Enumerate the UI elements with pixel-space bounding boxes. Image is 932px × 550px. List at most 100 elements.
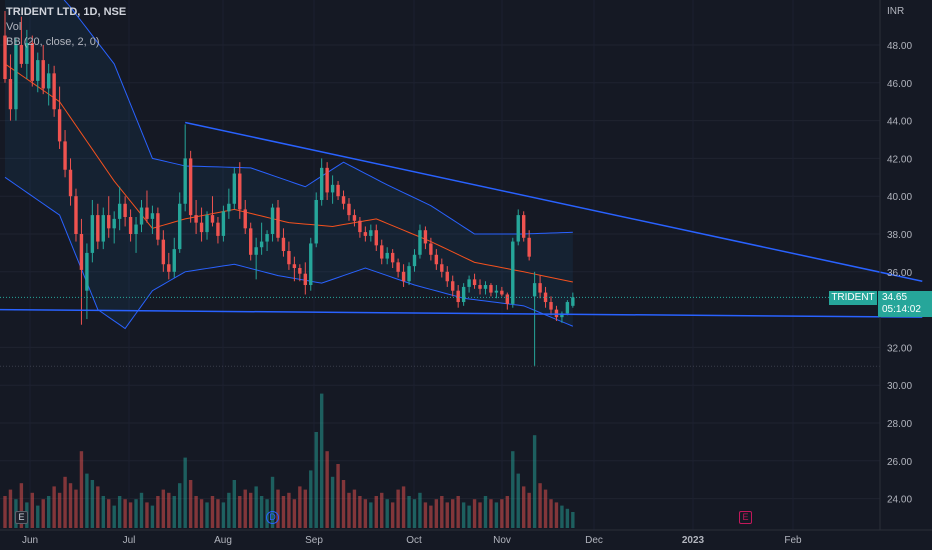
- candle-body: [68, 169, 73, 197]
- volume-bar: [52, 486, 56, 528]
- candle-body: [112, 218, 116, 229]
- candle-body: [14, 45, 18, 110]
- candle-body: [259, 241, 264, 248]
- volume-legend[interactable]: Vol: [6, 21, 22, 33]
- volume-bar: [505, 496, 510, 528]
- volume-bar: [407, 496, 411, 528]
- symbol-price-label: TRIDENT: [829, 291, 877, 305]
- volume-bar: [156, 496, 160, 528]
- volume-bar: [347, 492, 351, 528]
- symbol-title[interactable]: TRIDENT LTD, 1D, NSE: [6, 6, 127, 18]
- candle-body: [254, 247, 258, 255]
- volume-bar: [57, 492, 62, 528]
- price-axis[interactable]: 48.00 46.00 44.00 42.00 40.00 38.00 36.00 32.00…: [879, 0, 912, 530]
- candle-body: [407, 266, 411, 282]
- candle-body: [385, 252, 389, 259]
- candle-body: [238, 173, 242, 210]
- candlestick-series: [3, 10, 575, 367]
- volume-bar: [325, 451, 329, 528]
- candle-body: [505, 294, 510, 304]
- volume-bar: [161, 489, 166, 528]
- time-tick-label: Nov: [493, 535, 511, 546]
- volume-bar: [216, 499, 220, 528]
- candle-body: [429, 243, 433, 255]
- volume-bar: [249, 492, 253, 528]
- candle-body: [554, 309, 559, 318]
- volume-bar: [68, 483, 73, 528]
- candle-body: [489, 285, 493, 293]
- candle-body: [292, 264, 297, 269]
- volume-bar: [336, 464, 340, 528]
- candle-body: [205, 215, 209, 233]
- volume-bar: [380, 492, 384, 528]
- candle-body: [270, 207, 275, 234]
- candle-body: [522, 215, 526, 238]
- candle-body: [511, 241, 515, 304]
- earnings-marker[interactable]: E: [15, 511, 28, 524]
- time-axis[interactable]: Jun Jul Aug Sep Oct Nov Dec 2023 Feb: [0, 529, 932, 546]
- volume-bar: [385, 499, 389, 528]
- candle-body: [227, 203, 231, 212]
- candle-body: [139, 207, 144, 225]
- candle-body: [472, 279, 477, 286]
- trendline: [0, 308, 923, 318]
- volume-bar: [188, 480, 193, 528]
- candle-body: [161, 239, 166, 265]
- candle-body: [380, 245, 384, 259]
- candle-body: [461, 286, 466, 303]
- candle-body: [199, 222, 204, 233]
- candle-body: [30, 43, 34, 81]
- candle-body: [483, 285, 488, 289]
- candle-body: [560, 313, 564, 318]
- candle-body: [549, 302, 553, 310]
- price-tick-label: 46.00: [887, 79, 912, 90]
- bollinger-legend[interactable]: BB (20, close, 2, 0): [6, 36, 100, 48]
- volume-bar: [412, 499, 417, 528]
- price-tick-label: 38.00: [887, 230, 912, 241]
- volume-bar: [434, 499, 439, 528]
- candle-body: [276, 207, 280, 238]
- volume-bar: [516, 473, 520, 528]
- candle-body: [401, 271, 406, 282]
- price-tick-label: 40.00: [887, 192, 912, 203]
- volume-bar: [298, 486, 302, 528]
- volume-bar: [85, 473, 89, 528]
- volume-bar: [456, 496, 460, 528]
- price-tick-label: 48.00: [887, 41, 912, 52]
- candle-body: [369, 230, 373, 236]
- volume-bar: [423, 502, 428, 528]
- candle-body: [467, 279, 471, 287]
- candle-body: [390, 252, 395, 263]
- volume-bar: [281, 496, 286, 528]
- volume-bar: [259, 496, 264, 528]
- candle-body: [451, 281, 455, 291]
- bollinger-basis: [4, 63, 573, 283]
- candle-body: [336, 184, 340, 197]
- candle-body: [363, 232, 368, 236]
- candle-body: [330, 184, 335, 193]
- volume-bar: [451, 499, 455, 528]
- candle-body: [500, 290, 504, 295]
- earnings-marker-upcoming[interactable]: E: [739, 511, 752, 524]
- volume-bar: [287, 492, 291, 528]
- price-tick-label: 36.00: [887, 268, 912, 279]
- candle-body: [232, 173, 237, 204]
- volume-bar: [243, 489, 247, 528]
- time-tick-label: Sep: [305, 535, 323, 546]
- candle-body: [210, 215, 215, 223]
- candle-body: [243, 209, 247, 229]
- candle-body: [341, 196, 346, 204]
- price-tick-label: 30.00: [887, 381, 912, 392]
- volume-bar: [194, 496, 198, 528]
- trendlines[interactable]: [0, 121, 923, 367]
- candle-body: [216, 222, 220, 236]
- dividend-marker[interactable]: D: [266, 511, 279, 524]
- candle-body: [358, 220, 362, 233]
- volume-bar: [232, 480, 237, 528]
- volume-bar: [500, 499, 504, 528]
- volume-bar: [538, 483, 542, 528]
- volume-bar: [445, 502, 449, 528]
- candle-body: [172, 249, 176, 272]
- volume-bars: [3, 393, 575, 528]
